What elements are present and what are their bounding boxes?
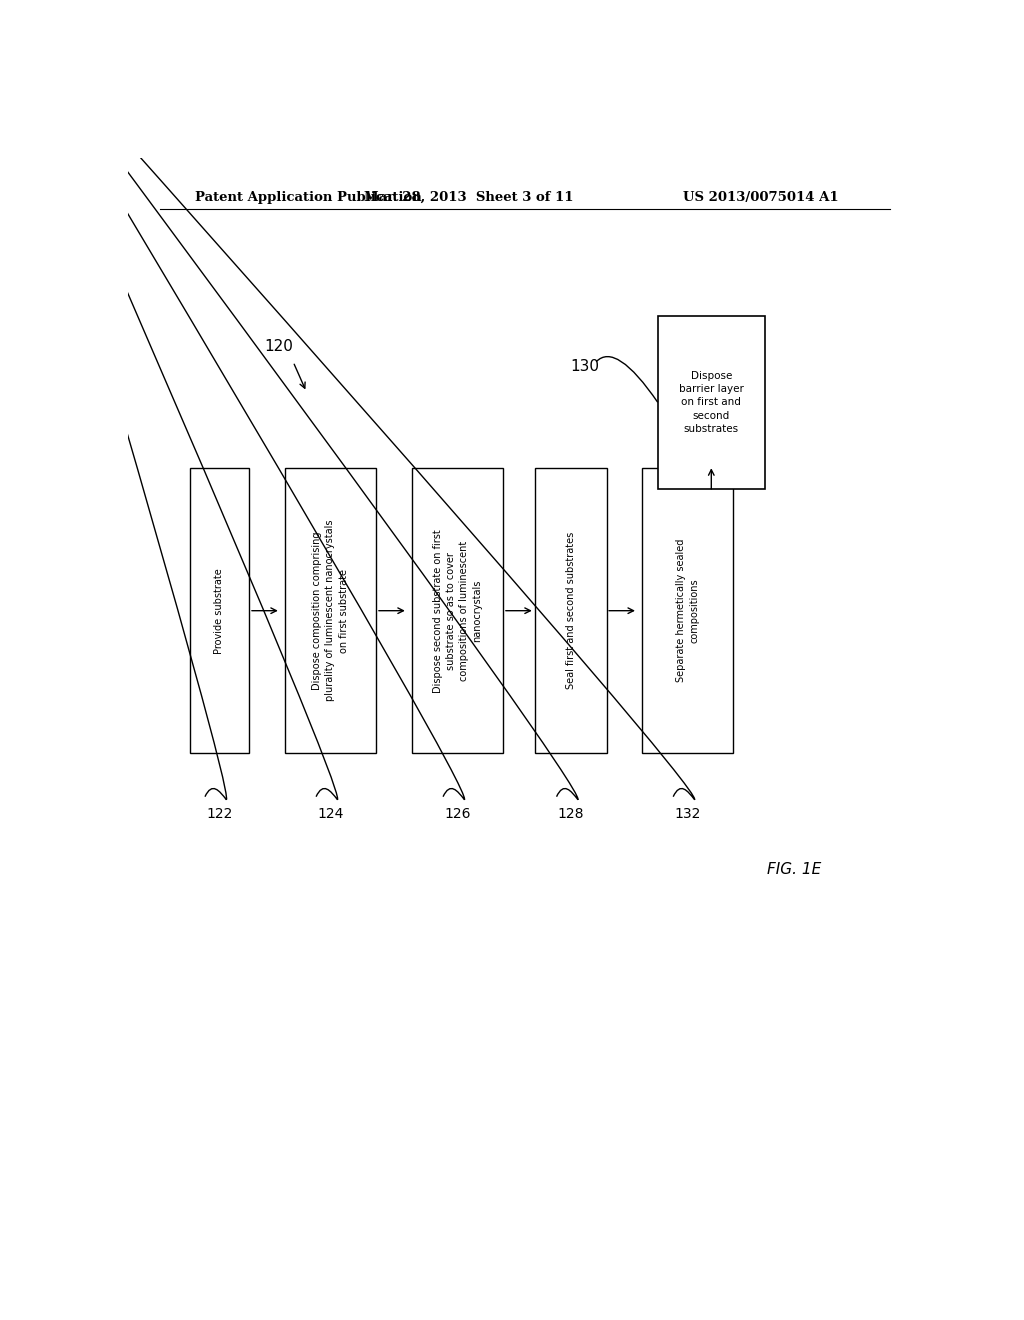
Text: Seal first and second substrates: Seal first and second substrates (566, 532, 575, 689)
Bar (412, 469, 503, 752)
Bar (642, 469, 733, 752)
Bar (536, 469, 606, 752)
Text: US 2013/0075014 A1: US 2013/0075014 A1 (683, 190, 839, 203)
Text: 132: 132 (674, 807, 700, 821)
Text: Patent Application Publication: Patent Application Publication (196, 190, 422, 203)
Bar (189, 469, 249, 752)
Text: Mar. 28, 2013  Sheet 3 of 11: Mar. 28, 2013 Sheet 3 of 11 (365, 190, 574, 203)
Text: 120: 120 (264, 339, 293, 354)
Text: 122: 122 (206, 807, 232, 821)
Text: 126: 126 (444, 807, 471, 821)
Text: 124: 124 (317, 807, 344, 821)
Text: Dispose composition comprising
plurality of luminescent nanocrystals
on first su: Dispose composition comprising plurality… (312, 520, 348, 701)
Text: Separate hermetically sealed
compositions: Separate hermetically sealed composition… (676, 539, 699, 682)
Bar (285, 469, 376, 752)
Text: FIG. 1E: FIG. 1E (768, 862, 821, 878)
Text: 130: 130 (569, 359, 599, 375)
Text: Dispose
barrier layer
on first and
second
substrates: Dispose barrier layer on first and secon… (679, 371, 743, 434)
Text: 128: 128 (558, 807, 584, 821)
Text: Dispose second substrate on first
substrate so as to cover
compositions of lumin: Dispose second substrate on first substr… (432, 529, 482, 693)
Text: Provide substrate: Provide substrate (214, 568, 224, 653)
Bar (657, 315, 765, 488)
